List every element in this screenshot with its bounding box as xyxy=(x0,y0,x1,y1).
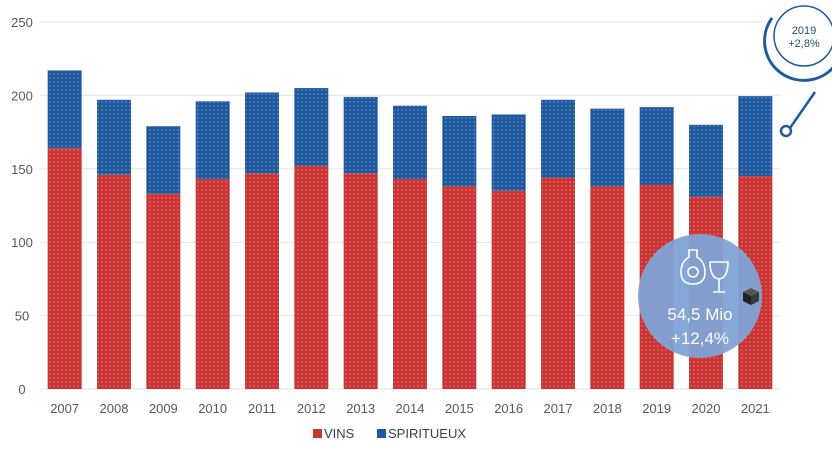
bar-vins-2009-texture xyxy=(146,193,181,389)
bubble-change: +12,4% xyxy=(671,329,729,348)
bar-spiritueux-2013-texture xyxy=(343,96,378,174)
x-tick-label: 2018 xyxy=(593,401,622,416)
x-tick-label: 2013 xyxy=(346,401,375,416)
bar-vins-2011-texture xyxy=(245,173,279,389)
bar-spiritueux-2007-texture xyxy=(47,70,82,149)
bar-spiritueux-2009-texture xyxy=(146,126,181,194)
bar-spiritueux-2019-texture xyxy=(639,107,674,185)
bar-spiritueux-2014-texture xyxy=(393,105,427,180)
x-tick-label: 2009 xyxy=(149,401,178,416)
bubble-value: 54,5 Mio xyxy=(667,305,732,324)
bar-vins-2012-texture xyxy=(294,165,329,389)
legend-swatch-vins xyxy=(313,429,322,438)
bar-spiritueux-2008-texture xyxy=(97,99,131,175)
callout-arc xyxy=(763,17,832,82)
bar-spiritueux-2021-texture xyxy=(738,96,773,177)
y-tick-label: 50 xyxy=(15,309,29,324)
x-tick-label: 2020 xyxy=(692,401,721,416)
y-axis: 0 50 100 150 200 250 xyxy=(11,15,33,397)
y-tick-label: 200 xyxy=(11,88,33,103)
bar-vins-2017-texture xyxy=(541,177,575,389)
bar-vins-2010-texture xyxy=(195,179,230,389)
bar-spiritueux-2015-texture xyxy=(442,115,477,187)
box-icon xyxy=(743,288,759,305)
x-tick-label: 2014 xyxy=(396,401,425,416)
bar-vins-2007-texture xyxy=(47,148,82,389)
x-tick-label: 2015 xyxy=(445,401,474,416)
callout-year: 2019 xyxy=(792,25,816,37)
x-tick-label: 2021 xyxy=(741,401,770,416)
bar-spiritueux-2020-texture xyxy=(689,124,723,197)
y-tick-label: 250 xyxy=(11,15,33,30)
bar-spiritueux-2016-texture xyxy=(491,114,526,191)
callout-leader-line xyxy=(788,91,817,129)
bar-spiritueux-2011-texture xyxy=(245,92,279,174)
bar-vins-2008-texture xyxy=(97,174,131,389)
x-tick-label: 2008 xyxy=(100,401,129,416)
y-tick-label: 100 xyxy=(11,235,33,250)
x-tick-label: 2011 xyxy=(248,401,276,416)
y-tick-label: 0 xyxy=(18,382,25,397)
x-tick-label: 2019 xyxy=(642,401,671,416)
bottle-glass-icon xyxy=(680,249,729,293)
x-tick-label: 2017 xyxy=(544,401,573,416)
x-tick-label: 2010 xyxy=(198,401,227,416)
legend: VINS SPIRITUEUX xyxy=(313,426,466,441)
x-tick-label: 2016 xyxy=(494,401,523,416)
legend-label-vins: VINS xyxy=(324,426,355,441)
bar-vins-2013-texture xyxy=(343,173,378,389)
bar-spiritueux-2012-texture xyxy=(294,88,329,166)
y-tick-label: 150 xyxy=(11,162,33,177)
callout-change: +2,8% xyxy=(788,38,820,50)
bubble-circle xyxy=(638,234,762,358)
legend-swatch-spiritueux xyxy=(377,429,386,438)
callout-circle xyxy=(773,5,832,67)
bar-spiritueux-2017-texture xyxy=(541,99,575,178)
bar-vins-2018-texture xyxy=(590,186,625,389)
bar-vins-2014-texture xyxy=(393,179,427,389)
bar-spiritueux-2018-texture xyxy=(590,108,625,187)
x-tick-label: 2012 xyxy=(297,401,326,416)
bar-vins-2016-texture xyxy=(491,190,526,389)
callout-leader-dot xyxy=(779,124,793,138)
x-axis: 2007 2008 2009 2010 2011 2012 2013 2014 2015 2016… xyxy=(50,401,770,416)
bar-vins-2015-texture xyxy=(442,186,477,389)
x-tick-label: 2007 xyxy=(50,401,79,416)
callout-2019: 2019 +2,8% xyxy=(763,5,832,138)
bar-spiritueux-2010-texture xyxy=(195,101,230,180)
spiritueux-bubble: 54,5 Mio +12,4% xyxy=(638,234,762,358)
legend-label-spiritueux: SPIRITUEUX xyxy=(388,426,466,441)
